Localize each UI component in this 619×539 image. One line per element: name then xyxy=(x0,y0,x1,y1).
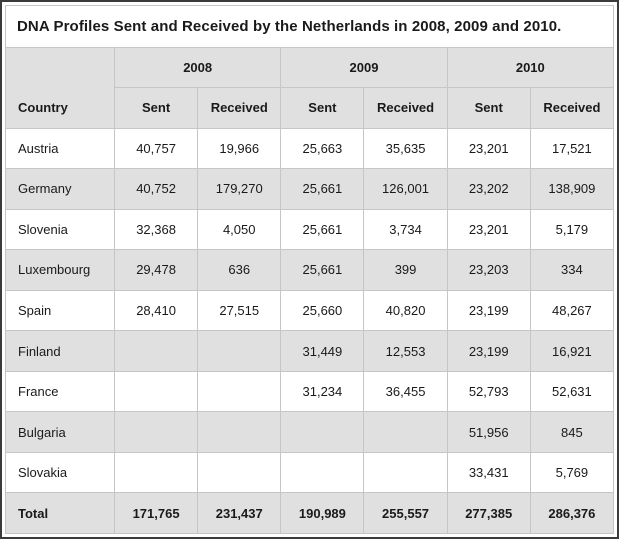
table-row-germany: Germany 40,752 179,270 25,661 126,001 23… xyxy=(5,168,615,210)
country-label: Finland xyxy=(5,330,115,372)
sub-header-row: Sent Received Sent Received Sent Receive… xyxy=(6,87,615,129)
value-cell: 31,234 xyxy=(280,370,365,413)
value-cell: 36,455 xyxy=(363,370,448,413)
value-cell: 48,267 xyxy=(529,289,615,332)
total-value-cell: 277,385 xyxy=(446,492,531,534)
value-cell: 31,449 xyxy=(280,330,365,372)
value-cell xyxy=(113,451,199,494)
value-cell: 334 xyxy=(529,249,615,291)
value-cell: 23,203 xyxy=(446,249,531,291)
total-value-cell: 171,765 xyxy=(113,492,199,534)
value-cell: 25,663 xyxy=(280,127,365,170)
value-cell xyxy=(197,370,282,413)
table-row-france: France 31,234 36,455 52,793 52,631 xyxy=(5,370,615,413)
value-cell: 636 xyxy=(197,249,282,291)
sent-header-2008: Sent xyxy=(113,87,199,129)
total-value-cell: 190,989 xyxy=(280,492,365,534)
value-cell: 845 xyxy=(529,411,615,453)
value-cell: 40,757 xyxy=(113,127,199,170)
total-value-cell: 231,437 xyxy=(197,492,282,534)
value-cell: 16,921 xyxy=(529,330,615,372)
country-label: Germany xyxy=(5,168,115,210)
value-cell: 12,553 xyxy=(363,330,448,372)
value-cell xyxy=(197,330,282,372)
value-cell: 23,201 xyxy=(446,127,531,170)
value-cell: 40,820 xyxy=(363,289,448,332)
value-cell: 28,410 xyxy=(113,289,199,332)
value-cell: 35,635 xyxy=(363,127,448,170)
value-cell: 29,478 xyxy=(113,249,199,291)
country-label: Bulgaria xyxy=(5,411,115,453)
value-cell xyxy=(280,411,365,453)
value-cell: 126,001 xyxy=(363,168,448,210)
value-cell: 4,050 xyxy=(197,208,282,251)
received-header-2008: Received xyxy=(197,87,282,129)
value-cell: 5,179 xyxy=(529,208,615,251)
year-header-2010: 2010 xyxy=(446,46,615,89)
value-cell: 138,909 xyxy=(529,168,615,210)
country-label: France xyxy=(5,370,115,413)
sent-header-2010: Sent xyxy=(446,87,531,129)
country-label: Spain xyxy=(5,289,115,332)
sent-header-2009: Sent xyxy=(280,87,365,129)
value-cell: 25,661 xyxy=(280,208,365,251)
country-label: Luxembourg xyxy=(5,249,115,291)
value-cell: 33,431 xyxy=(446,451,531,494)
value-cell: 19,966 xyxy=(197,127,282,170)
value-cell xyxy=(113,330,199,372)
table-row-luxembourg: Luxembourg 29,478 636 25,661 399 23,203 … xyxy=(5,249,615,291)
value-cell xyxy=(363,411,448,453)
value-cell: 179,270 xyxy=(197,168,282,210)
dna-profiles-table: DNA Profiles Sent and Received by the Ne… xyxy=(5,5,615,534)
value-cell: 25,661 xyxy=(280,168,365,210)
value-cell: 17,521 xyxy=(529,127,615,170)
value-cell: 23,199 xyxy=(446,330,531,372)
value-cell xyxy=(280,451,365,494)
country-label: Slovakia xyxy=(5,451,115,494)
value-cell xyxy=(113,411,199,453)
total-label: Total xyxy=(5,492,115,534)
country-column-header: Country xyxy=(5,46,115,129)
table-row-total: Total 171,765 231,437 190,989 255,557 27… xyxy=(5,492,615,534)
value-cell: 51,956 xyxy=(446,411,531,453)
value-cell: 52,793 xyxy=(446,370,531,413)
value-cell: 23,199 xyxy=(446,289,531,332)
value-cell: 40,752 xyxy=(113,168,199,210)
value-cell: 52,631 xyxy=(529,370,615,413)
value-cell xyxy=(197,411,282,453)
value-cell xyxy=(363,451,448,494)
value-cell: 5,769 xyxy=(529,451,615,494)
year-header-2008: 2008 xyxy=(113,46,282,89)
year-header-2009: 2009 xyxy=(280,46,448,89)
country-label: Slovenia xyxy=(5,208,115,251)
value-cell: 25,661 xyxy=(280,249,365,291)
country-label: Austria xyxy=(5,127,115,170)
table-row-finland: Finland 31,449 12,553 23,199 16,921 xyxy=(5,330,615,372)
value-cell xyxy=(197,451,282,494)
value-cell xyxy=(113,370,199,413)
year-header-row: Country 2008 2009 2010 xyxy=(5,46,615,129)
table-row-austria: Austria 40,757 19,966 25,663 35,635 23,2… xyxy=(5,127,615,170)
value-cell: 399 xyxy=(363,249,448,291)
table-row-bulgaria: Bulgaria 51,956 845 xyxy=(5,411,615,453)
value-cell: 25,660 xyxy=(280,289,365,332)
value-cell: 23,201 xyxy=(446,208,531,251)
total-value-cell: 286,376 xyxy=(529,492,615,534)
table-row-slovenia: Slovenia 32,368 4,050 25,661 3,734 23,20… xyxy=(5,208,615,251)
table-row-spain: Spain 28,410 27,515 25,660 40,820 23,199… xyxy=(5,289,615,332)
value-cell: 23,202 xyxy=(446,168,531,210)
received-header-2009: Received xyxy=(363,87,448,129)
received-header-2010: Received xyxy=(529,87,615,129)
total-value-cell: 255,557 xyxy=(363,492,448,534)
value-cell: 32,368 xyxy=(113,208,199,251)
table-title: DNA Profiles Sent and Received by the Ne… xyxy=(5,5,614,48)
title-row: DNA Profiles Sent and Received by the Ne… xyxy=(5,5,614,48)
value-cell: 3,734 xyxy=(363,208,448,251)
table-row-slovakia: Slovakia 33,431 5,769 xyxy=(5,451,615,494)
value-cell: 27,515 xyxy=(197,289,282,332)
